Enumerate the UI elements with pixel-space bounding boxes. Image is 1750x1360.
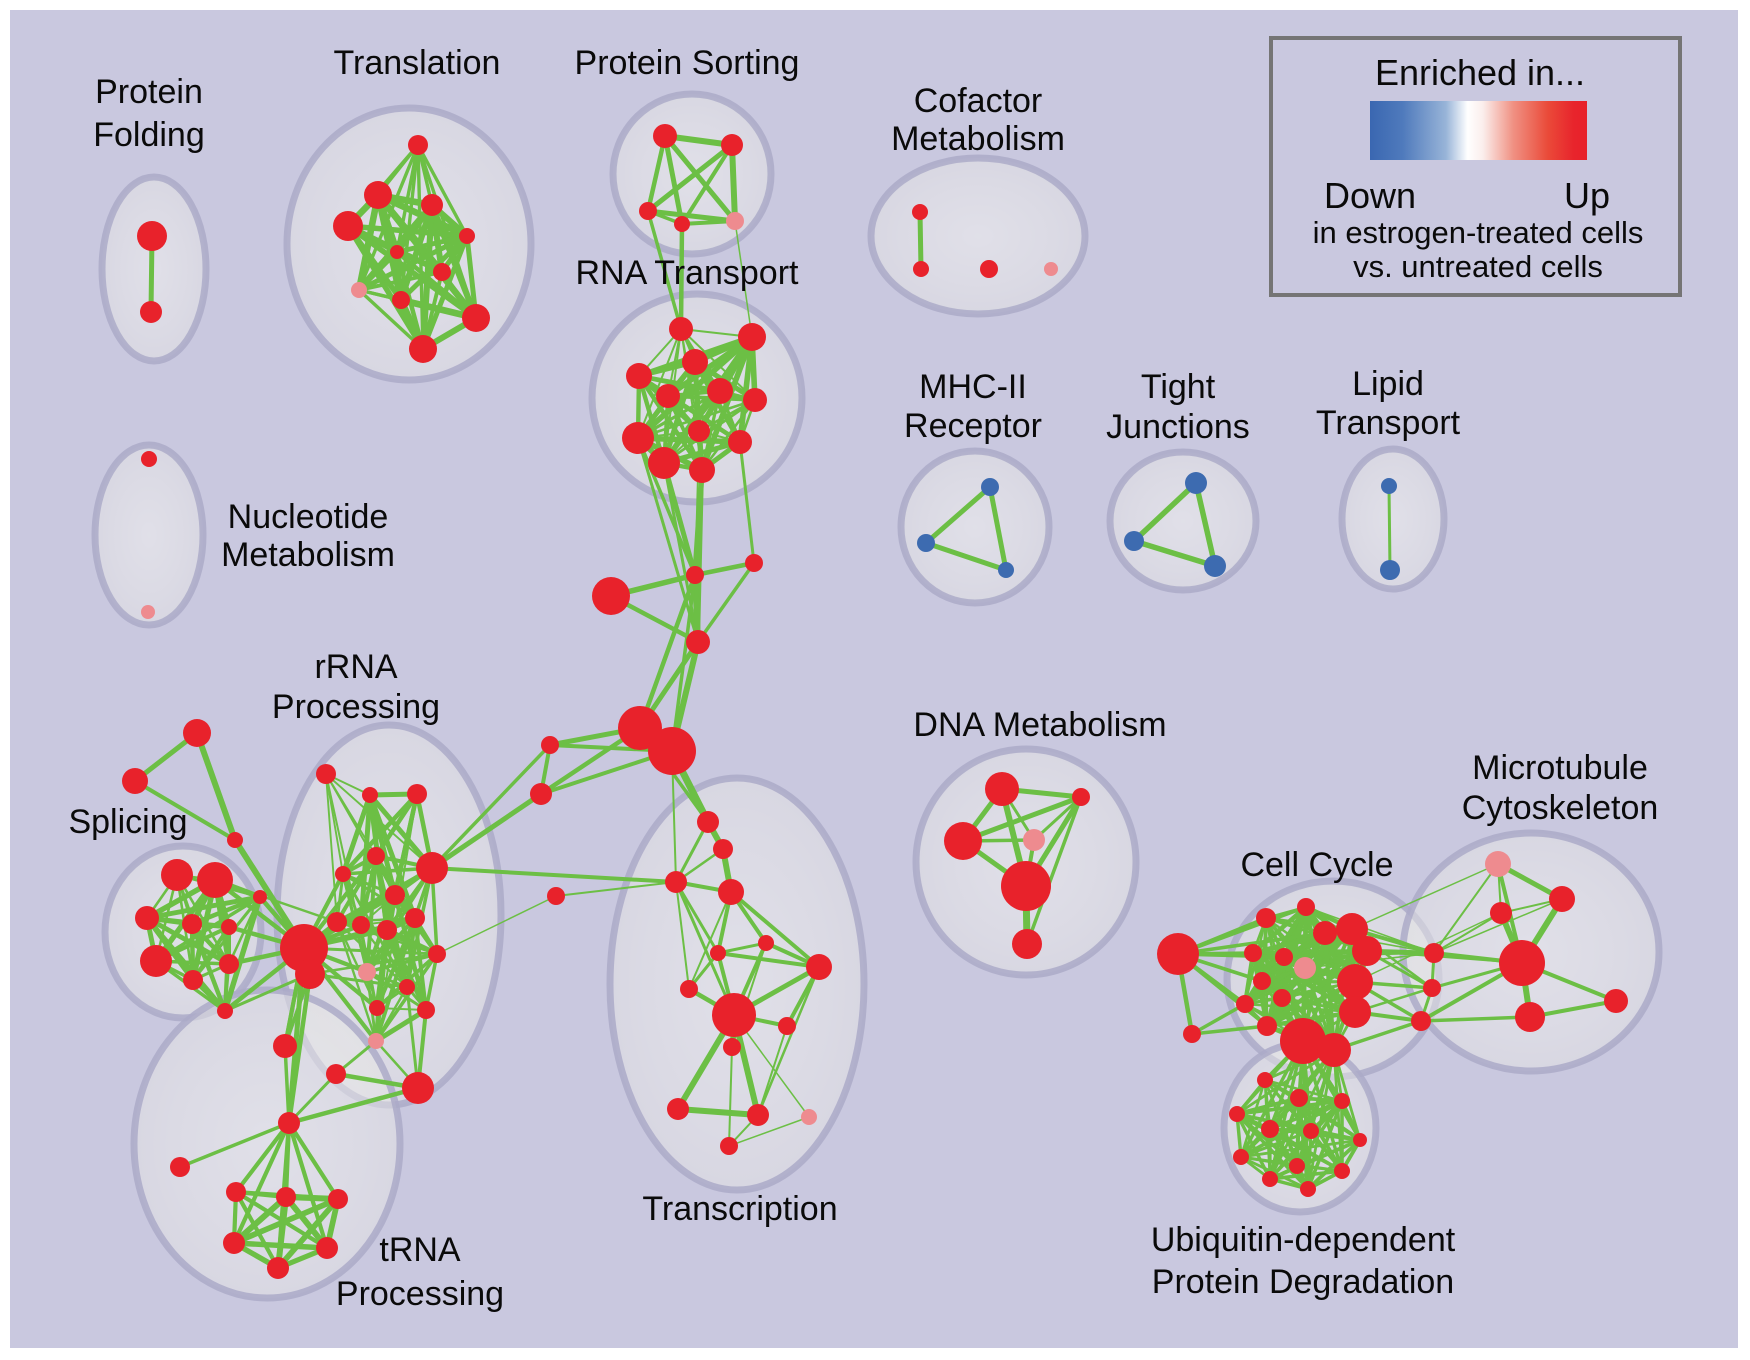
svg-text:Nucleotide: Nucleotide	[228, 498, 389, 536]
svg-text:Processing: Processing	[336, 1275, 504, 1313]
svg-text:Translation: Translation	[334, 44, 501, 82]
svg-text:vs. untreated cells: vs. untreated cells	[1353, 249, 1603, 284]
svg-text:Microtubule: Microtubule	[1472, 749, 1648, 787]
svg-text:Enriched in...: Enriched in...	[1375, 52, 1585, 93]
svg-text:DNA Metabolism: DNA Metabolism	[913, 706, 1166, 744]
svg-text:Lipid: Lipid	[1352, 365, 1424, 403]
svg-text:rRNA: rRNA	[314, 648, 397, 686]
svg-text:Cofactor: Cofactor	[914, 82, 1043, 120]
svg-text:Protein Degradation: Protein Degradation	[1152, 1263, 1454, 1301]
svg-text:MHC-II: MHC-II	[919, 368, 1027, 406]
svg-text:Protein Sorting: Protein Sorting	[575, 44, 800, 82]
svg-text:Down: Down	[1324, 175, 1416, 216]
svg-text:Tight: Tight	[1141, 368, 1216, 406]
svg-text:RNA Transport: RNA Transport	[576, 254, 800, 292]
svg-text:Splicing: Splicing	[68, 803, 187, 841]
svg-text:Ubiquitin-dependent: Ubiquitin-dependent	[1151, 1221, 1456, 1259]
svg-text:in estrogen-treated cells: in estrogen-treated cells	[1313, 215, 1644, 250]
svg-text:Metabolism: Metabolism	[221, 536, 395, 574]
svg-text:Cell Cycle: Cell Cycle	[1240, 846, 1393, 884]
svg-text:Folding: Folding	[93, 116, 205, 154]
svg-text:Cytoskeleton: Cytoskeleton	[1462, 789, 1659, 827]
svg-text:Up: Up	[1564, 175, 1610, 216]
svg-text:Processing: Processing	[272, 688, 440, 726]
svg-text:Junctions: Junctions	[1106, 408, 1250, 446]
svg-text:Protein: Protein	[95, 73, 203, 111]
svg-text:Metabolism: Metabolism	[891, 120, 1065, 158]
svg-text:Transcription: Transcription	[642, 1190, 837, 1228]
svg-text:Receptor: Receptor	[904, 407, 1042, 445]
svg-text:Transport: Transport	[1316, 404, 1461, 442]
svg-text:tRNA: tRNA	[379, 1231, 461, 1269]
